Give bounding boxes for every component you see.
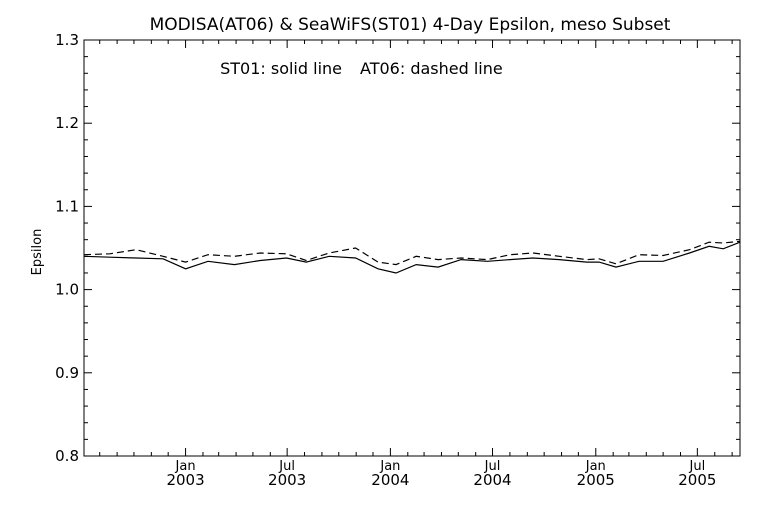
y-tick-label: 1.3: [55, 31, 79, 49]
y-tick-label: 0.9: [55, 364, 79, 382]
annotation-st01: ST01: solid line: [220, 59, 342, 78]
x-tick-month: Jan: [175, 459, 196, 474]
x-tick-month: Jul: [689, 459, 706, 474]
series-group: [83, 240, 741, 274]
y-tick-label: 0.8: [55, 447, 79, 465]
y-axis-label: Epsilon: [30, 229, 45, 276]
series-line-st01: [83, 241, 741, 274]
y-tick-label: 1.1: [55, 197, 79, 215]
annotation-at06: AT06: dashed line: [360, 59, 503, 78]
x-tick-month: Jul: [278, 459, 295, 474]
x-tick-year: 2003: [268, 471, 306, 489]
y-tick-label: 1.0: [55, 281, 79, 299]
x-tick-month: Jul: [484, 459, 501, 474]
series-line-at06: [83, 240, 741, 266]
x-tick-month: Jan: [379, 459, 400, 474]
chart-title: MODISA(AT06) & SeaWiFS(ST01) 4-Day Epsil…: [150, 15, 671, 35]
y-axis: 0.8 0.9 1.0 1.1 1.2 1.3: [55, 31, 740, 465]
plot-frame: [83, 39, 741, 457]
x-tick-year: 2005: [678, 471, 716, 489]
x-tick-year: 2003: [166, 471, 204, 489]
x-axis: Jan2003Jul2003Jan2004Jul2004Jan2005Jul20…: [99, 40, 733, 489]
x-tick-year: 2004: [371, 471, 409, 489]
x-tick-year: 2005: [577, 471, 615, 489]
x-tick-month: Jan: [585, 459, 606, 474]
y-tick-label: 1.2: [55, 114, 79, 132]
x-tick-year: 2004: [473, 471, 511, 489]
